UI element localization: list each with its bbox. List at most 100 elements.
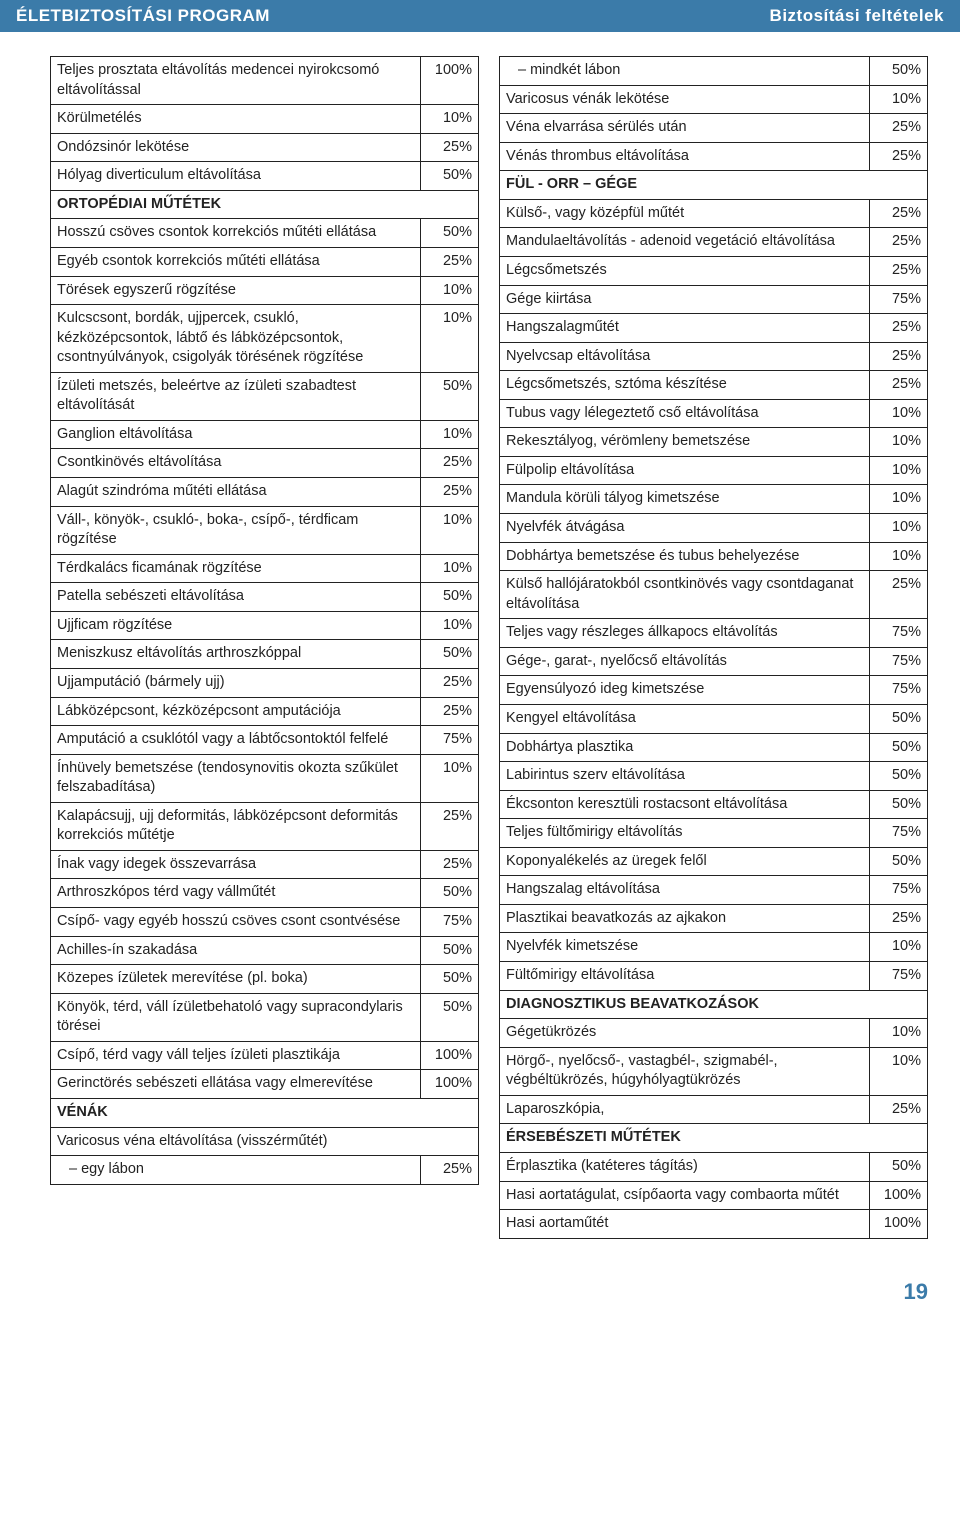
row-value: 75% [421, 726, 479, 755]
table-row: Meniszkusz eltávolítás arthroszkóppal50% [51, 640, 479, 669]
table-row: Teljes prosztata eltávolítás medencei ny… [51, 57, 479, 105]
table-row: Ujjficam rögzítése10% [51, 611, 479, 640]
row-label: Kulcscsont, bordák, ujjpercek, csukló, k… [51, 305, 421, 373]
table-row: Mandula körüli tályog kimetszése10% [500, 485, 928, 514]
table-row: Fülpolip eltávolítása10% [500, 456, 928, 485]
row-value: 10% [870, 514, 928, 543]
table-row: Varicosus vénák lekötése10% [500, 85, 928, 114]
row-label: Vénás thrombus eltávolítása [500, 142, 870, 171]
row-label: Fültőmirigy eltávolítása [500, 962, 870, 991]
page-number: 19 [0, 1279, 960, 1325]
table-row: Patella sebészeti eltávolítása50% [51, 583, 479, 612]
table-row: Alagút szindróma műtéti ellátása25% [51, 478, 479, 507]
row-label: Véna elvarrása sérülés után [500, 114, 870, 143]
table-row: Közepes ízületek merevítése (pl. boka)50… [51, 965, 479, 994]
table-row: Hörgő-, nyelőcső-, vastagbél-, szigmabél… [500, 1047, 928, 1095]
table-row: Egyensúlyozó ideg kimetszése75% [500, 676, 928, 705]
row-value: 75% [870, 619, 928, 648]
row-label: Hörgő-, nyelőcső-, vastagbél-, szigmabél… [500, 1047, 870, 1095]
row-label: Mandula körüli tályog kimetszése [500, 485, 870, 514]
row-label: Gerinctörés sebészeti ellátása vagy elme… [51, 1070, 421, 1099]
row-label: Ízületi metszés, beleértve az ízületi sz… [51, 372, 421, 420]
row-label: Gége-, garat-, nyelőcső eltávolítás [500, 647, 870, 676]
table-row: Varicosus véna eltávolítása (visszérműté… [51, 1127, 479, 1156]
table-row: – mindkét lábon50% [500, 57, 928, 86]
row-value: 10% [870, 933, 928, 962]
table-row: Külső-, vagy középfül műtét25% [500, 199, 928, 228]
table-row: Lábközépcsont, kézközépcsont amputációja… [51, 697, 479, 726]
row-label: Labirintus szerv eltávolítása [500, 762, 870, 791]
row-value: 10% [421, 554, 479, 583]
row-label: Ondózsinór lekötése [51, 133, 421, 162]
table-row: Ízületi metszés, beleértve az ízületi sz… [51, 372, 479, 420]
table-row: Dobhártya bemetszése és tubus behelyezés… [500, 542, 928, 571]
table-row: Külső hallójáratokból csontkinövés vagy … [500, 571, 928, 619]
row-label: Achilles-ín szakadása [51, 936, 421, 965]
table-row: Gége kiirtása75% [500, 285, 928, 314]
row-value: 10% [421, 611, 479, 640]
row-label: Ganglion eltávolítása [51, 420, 421, 449]
header-right: Biztosítási feltételek [770, 6, 944, 26]
row-value: 10% [421, 754, 479, 802]
row-label: Hasi aortaműtét [500, 1210, 870, 1239]
row-value: 50% [421, 965, 479, 994]
table-row: Kengyel eltávolítása50% [500, 704, 928, 733]
row-label: Ujjficam rögzítése [51, 611, 421, 640]
table-row: Gége-, garat-, nyelőcső eltávolítás75% [500, 647, 928, 676]
content-area: Teljes prosztata eltávolítás medencei ny… [0, 32, 960, 1279]
row-label: Arthroszkópos térd vagy vállműtét [51, 879, 421, 908]
row-label: – mindkét lábon [500, 57, 870, 86]
section-header: ÉRSEBÉSZETI MŰTÉTEK [500, 1124, 928, 1153]
row-label: Kalapácsujj, ujj deformitás, lábközépcso… [51, 802, 421, 850]
row-value: 25% [421, 449, 479, 478]
table-row: Laparoszkópia,25% [500, 1095, 928, 1124]
row-value: 10% [870, 428, 928, 457]
table-row: Ondózsinór lekötése25% [51, 133, 479, 162]
row-label: Ékcsonton keresztüli rostacsont eltávolí… [500, 790, 870, 819]
row-value: 100% [421, 57, 479, 105]
row-label: Nyelvfék kimetszése [500, 933, 870, 962]
row-label: Hangszalagműtét [500, 314, 870, 343]
row-label: Laparoszkópia, [500, 1095, 870, 1124]
row-value: 50% [421, 993, 479, 1041]
table-row: Nyelvfék kimetszése10% [500, 933, 928, 962]
header-left: ÉLETBIZTOSÍTÁSI PROGRAM [16, 6, 270, 26]
table-row: Véna elvarrása sérülés után25% [500, 114, 928, 143]
row-value: 10% [421, 305, 479, 373]
row-label: Rekesztályog, vérömleny bemetszése [500, 428, 870, 457]
row-value: 10% [870, 542, 928, 571]
table-row: Gégetükrözés10% [500, 1019, 928, 1048]
table-row: ORTOPÉDIAI MŰTÉTEK [51, 190, 479, 219]
right-column: – mindkét lábon50%Varicosus vénák leköté… [499, 56, 928, 1239]
table-row: ÉRSEBÉSZETI MŰTÉTEK [500, 1124, 928, 1153]
row-label: Csontkinövés eltávolítása [51, 449, 421, 478]
row-value: 25% [870, 199, 928, 228]
row-label: Meniszkusz eltávolítás arthroszkóppal [51, 640, 421, 669]
row-value: 75% [870, 285, 928, 314]
table-row: Csípő, térd vagy váll teljes ízületi pla… [51, 1041, 479, 1070]
row-label: – egy lábon [51, 1156, 421, 1185]
row-value: 25% [870, 142, 928, 171]
row-value: 25% [421, 478, 479, 507]
row-value: 50% [421, 936, 479, 965]
table-row: DIAGNOSZTIKUS BEAVATKOZÁSOK [500, 990, 928, 1019]
row-value: 10% [421, 506, 479, 554]
row-value: 25% [870, 314, 928, 343]
row-label: Ujjamputáció (bármely ujj) [51, 668, 421, 697]
table-row: Mandulaeltávolítás - adenoid vegetáció e… [500, 228, 928, 257]
row-label: Hasi aortatágulat, csípőaorta vagy comba… [500, 1181, 870, 1210]
table-row: Amputáció a csuklótól vagy a lábtőcsonto… [51, 726, 479, 755]
table-row: Hangszalag eltávolítása75% [500, 876, 928, 905]
row-label: Csípő- vagy egyéb hosszú csöves csont cs… [51, 908, 421, 937]
row-value: 50% [421, 372, 479, 420]
table-row: Egyéb csontok korrekciós műtéti ellátása… [51, 247, 479, 276]
table-row: Teljes fültőmirigy eltávolítás75% [500, 819, 928, 848]
row-label: Ínak vagy idegek összevarrása [51, 850, 421, 879]
row-label: Nyelvcsap eltávolítása [500, 342, 870, 371]
row-value: 25% [870, 228, 928, 257]
table-row: Hosszú csöves csontok korrekciós műtéti … [51, 219, 479, 248]
row-value: 50% [870, 847, 928, 876]
row-value: 25% [421, 802, 479, 850]
table-row: – egy lábon25% [51, 1156, 479, 1185]
row-label: Plasztikai beavatkozás az ajkakon [500, 904, 870, 933]
